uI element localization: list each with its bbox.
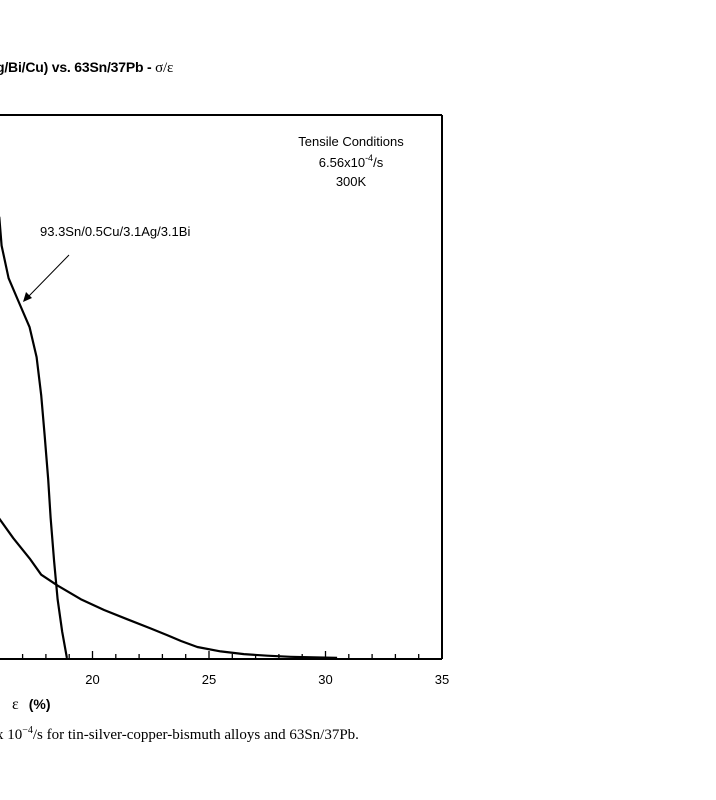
conditions-rate-suffix: /s [373, 155, 384, 170]
x-tick-label: 30 [318, 672, 332, 687]
conditions-rate: 6.56x10-4/s [319, 153, 384, 170]
chart-title: g/Bi/Cu) vs. 63Sn/37Pb - σ/ε [0, 59, 173, 77]
x-axis-label: ε (%) [12, 696, 51, 714]
chart-title-symbol: σ/ε [155, 60, 174, 76]
x-tick-label: 35 [435, 672, 449, 687]
figure-caption: x 10−4/s for tin-silver-copper-bismuth a… [0, 725, 359, 744]
conditions-temperature: 300K [336, 174, 367, 189]
series-line-sn-cu-ag-bi [0, 216, 68, 659]
x-tick-label: 20 [85, 672, 99, 687]
series-layer [0, 216, 338, 659]
conditions-title: Tensile Conditions [298, 134, 404, 149]
caption-exponent: −4 [22, 725, 33, 736]
annotation-layer: 93.3Sn/0.5Cu/3.1Ag/3.1Bi [23, 224, 190, 302]
plot-frame [0, 114, 443, 660]
conditions-rate-prefix: 6.56x10 [319, 155, 365, 170]
annotation-arrowhead [23, 292, 32, 302]
x-axis-symbol: ε [12, 696, 19, 713]
x-tick-label: 25 [202, 672, 216, 687]
x-axis-tick-labels: 20 25 30 35 [85, 672, 449, 687]
annotation-label: 93.3Sn/0.5Cu/3.1Ag/3.1Bi [40, 224, 190, 239]
caption-text: /s for tin-silver-copper-bismuth alloys … [32, 727, 359, 743]
annotation-arrow-line [27, 254, 70, 298]
caption-prefix: x 10 [0, 727, 23, 743]
chart-title-text: g/Bi/Cu) vs. 63Sn/37Pb - [0, 59, 156, 75]
conditions-rate-exp: -4 [365, 153, 373, 163]
x-axis-unit: (%) [28, 696, 51, 712]
tensile-conditions: Tensile Conditions 6.56x10-4/s 300K [298, 134, 404, 189]
x-axis-ticks [21, 651, 443, 659]
series-line-sn-pb [0, 517, 338, 659]
